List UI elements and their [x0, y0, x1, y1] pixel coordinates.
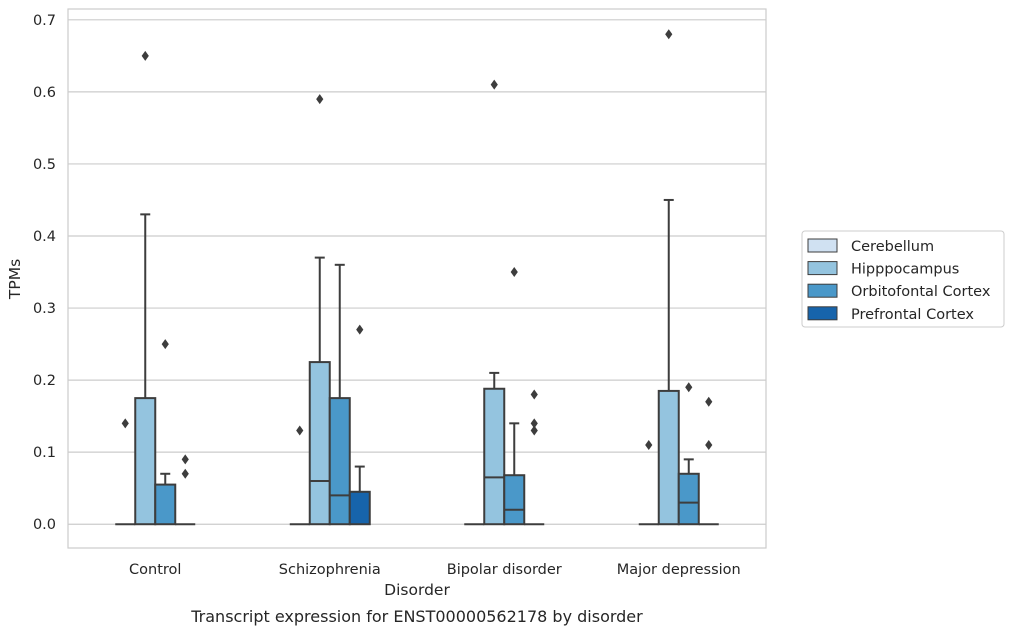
box-prefrontal-cortex — [348, 324, 371, 526]
legend: Cerebellum Hipppocampus Orbitofontal Corte… — [801, 230, 1005, 328]
box-prefrontal-cortex — [524, 389, 545, 526]
legend-swatch — [807, 238, 838, 253]
outlier-point — [356, 324, 364, 335]
box-prefrontal-cortex — [175, 454, 196, 526]
box-iqr — [154, 483, 177, 526]
y-axis-label: TPMs — [6, 259, 24, 300]
box-hipppocampus — [483, 79, 506, 526]
box-layer — [115, 29, 719, 526]
legend-label: Cerebellum — [851, 239, 934, 255]
outlier-point — [705, 396, 713, 407]
legend-frame — [801, 230, 1005, 328]
outlier-point — [121, 418, 129, 429]
outlier-point — [490, 79, 498, 90]
box-iqr — [134, 397, 157, 526]
outlier-point — [685, 382, 693, 393]
x-tick-label: Bipolar disorder — [447, 562, 562, 578]
legend-label: Hipppocampus — [851, 262, 959, 278]
y-tick-label: 0.6 — [33, 85, 56, 101]
box-orbitofontal-cortex — [677, 382, 700, 526]
box-iqr — [328, 397, 351, 526]
box-iqr — [483, 387, 506, 526]
outlier-point — [530, 418, 538, 429]
outlier-point — [665, 29, 673, 40]
plot-frame — [67, 8, 767, 549]
y-tick-labels: 0.0 0.1 0.2 0.3 0.4 0.5 0.6 0.7 — [33, 13, 56, 533]
y-tick-label: 0.4 — [33, 229, 56, 245]
y-tick-label: 0.7 — [33, 13, 56, 29]
x-tick-label: Control — [129, 562, 181, 578]
outlier-point — [316, 94, 324, 105]
outlier-point — [181, 454, 189, 465]
box-hipppocampus — [134, 50, 157, 526]
y-tick-label: 0.5 — [33, 157, 56, 173]
box-cerebellum — [638, 439, 659, 526]
outlier-point — [510, 267, 518, 278]
box-iqr — [677, 472, 700, 526]
box-prefrontal-cortex — [698, 396, 719, 526]
x-axis-label: Disorder — [384, 581, 450, 599]
legend-swatch — [807, 283, 838, 298]
box-iqr — [503, 474, 526, 526]
box-iqr — [657, 389, 680, 526]
box-iqr — [308, 361, 331, 526]
legend-swatch — [807, 306, 838, 321]
outlier-point — [705, 439, 713, 450]
legend-label: Prefrontal Cortex — [851, 307, 974, 323]
box-iqr — [348, 490, 371, 526]
y-tick-label: 0.1 — [33, 445, 56, 461]
legend-label: Orbitofontal Cortex — [851, 284, 991, 300]
box-cerebellum — [289, 425, 310, 526]
outlier-point — [296, 425, 304, 436]
box-orbitofontal-cortex — [154, 339, 177, 526]
chart-caption: Transcript expression for ENST0000056217… — [190, 607, 643, 626]
outlier-point — [530, 389, 538, 400]
grid-lines — [68, 19, 766, 525]
outlier-point — [181, 468, 189, 479]
legend-swatch — [807, 261, 838, 276]
y-tick-label: 0.3 — [33, 301, 56, 317]
box-cerebellum — [115, 418, 136, 526]
outlier-point — [530, 425, 538, 436]
box-hipppocampus — [657, 29, 680, 526]
box-orbitofontal-cortex — [503, 267, 526, 526]
x-tick-label: Major depression — [617, 562, 741, 578]
x-tick-label: Schizophrenia — [279, 562, 381, 578]
y-tick-label: 0.0 — [33, 517, 56, 533]
outlier-point — [141, 50, 149, 61]
x-tick-labels: Control Schizophrenia Bipolar disorder Majo… — [129, 562, 741, 578]
y-tick-label: 0.2 — [33, 373, 56, 389]
outlier-point — [645, 439, 653, 450]
outlier-point — [161, 339, 169, 350]
box-hipppocampus — [308, 94, 331, 526]
box-orbitofontal-cortex — [328, 263, 351, 526]
